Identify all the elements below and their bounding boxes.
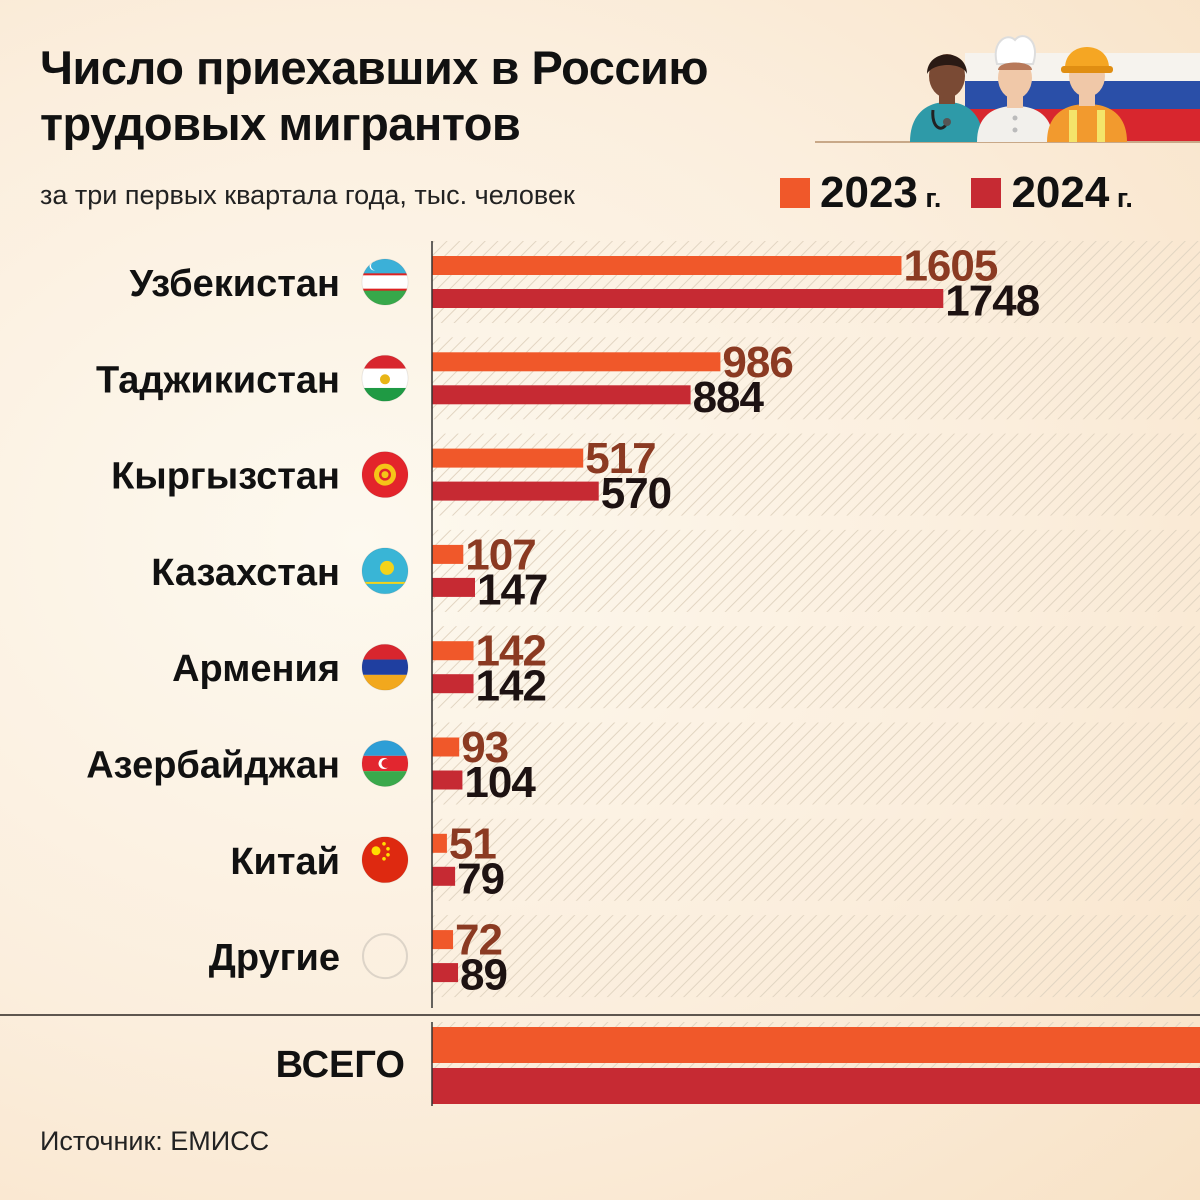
bar-2023-2 — [432, 448, 584, 468]
row-background-7 — [432, 915, 1200, 998]
bar-2023-5 — [432, 737, 460, 757]
kazakhstan-flag-icon — [361, 547, 409, 595]
category-label-2: Кыргызстан — [111, 456, 340, 498]
row-background-3 — [432, 529, 1200, 612]
legend-item-2023: 2023 г. — [780, 168, 941, 218]
china-flag-icon — [361, 836, 409, 884]
page-title: Число приехавших в Россию трудовых мигра… — [40, 41, 709, 150]
value-label-2023-7: 72 — [455, 916, 502, 965]
tajikistan-flag-icon — [361, 354, 409, 402]
legend-suffix-2023: г. — [917, 183, 942, 213]
legend-swatch-2024 — [971, 178, 1002, 208]
legend-label-2023: 2023 — [820, 168, 918, 217]
uzbekistan-flag-icon — [361, 258, 409, 306]
row-background-1 — [432, 337, 1200, 420]
row-background-2 — [432, 433, 1200, 516]
value-label-2023-0: 1605 — [903, 242, 997, 291]
others-icon — [362, 933, 408, 980]
bar-2023-1 — [432, 352, 721, 372]
workers-illustration — [815, 35, 1200, 143]
category-label-5: Азербайджан — [86, 745, 340, 787]
legend-label-2024: 2024 — [1011, 168, 1110, 217]
bar-2024-6 — [432, 866, 456, 886]
legend-suffix-2024: г. — [1109, 183, 1133, 213]
source-note: Источник: ЕМИСС — [40, 1126, 270, 1156]
value-label-2024-0: 1748 — [945, 277, 1039, 326]
row-background-0 — [432, 241, 1200, 323]
builder-icon — [1047, 47, 1127, 142]
category-label-3: Казахстан — [151, 552, 340, 594]
legend-item-2024: 2024 г. — [971, 168, 1133, 218]
category-label-0: Узбекистан — [129, 263, 340, 305]
row-background-5 — [432, 722, 1200, 805]
legend-swatch-2023 — [780, 178, 810, 208]
bar-2023-7 — [432, 930, 454, 950]
bar-2023-total — [432, 1027, 1200, 1063]
value-label-2024-1: 884 — [693, 373, 765, 422]
row-background-4 — [432, 626, 1200, 709]
total-label: ВСЕГО — [276, 1044, 405, 1086]
bar-2024-2 — [432, 481, 599, 501]
bar-2024-1 — [432, 385, 691, 405]
category-label-6: Китай — [230, 841, 340, 883]
nurse-icon — [910, 54, 983, 142]
bar-2023-6 — [432, 833, 447, 853]
azerbaijan-flag-icon — [361, 740, 409, 787]
bar-2024-5 — [432, 770, 463, 790]
bar-2024-4 — [432, 674, 474, 694]
category-label-4: Армения — [172, 648, 340, 690]
bar-2023-4 — [432, 641, 474, 661]
bar-2024-0 — [432, 289, 944, 308]
category-label-1: Таджикистан — [96, 359, 340, 401]
value-label-2023-5: 93 — [461, 723, 508, 772]
value-label-2024-3: 147 — [477, 565, 547, 614]
row-background-6 — [432, 818, 1200, 901]
bar-2024-3 — [432, 577, 475, 597]
chef-icon — [977, 35, 1053, 142]
value-label-2023-6: 51 — [449, 819, 496, 868]
bar-2024-total — [432, 1068, 1200, 1104]
value-label-2023-4: 142 — [476, 627, 546, 676]
bar-2023-0 — [432, 256, 902, 275]
value-label-2024-4: 142 — [476, 662, 546, 711]
bar-2024-7 — [432, 963, 459, 983]
value-label-2023-2: 517 — [585, 434, 655, 483]
value-label-2023-1: 986 — [722, 338, 792, 387]
armenia-flag-icon — [361, 643, 409, 691]
kyrgyzstan-flag-icon — [361, 451, 409, 499]
value-label-2024-2: 570 — [601, 469, 671, 518]
value-label-2024-5: 104 — [464, 758, 536, 807]
value-label-2024-6: 79 — [457, 854, 504, 903]
value-label-2024-7: 89 — [460, 951, 507, 1000]
bar-2023-3 — [432, 544, 464, 564]
value-label-2023-3: 107 — [465, 530, 535, 579]
chart-subtitle: за три первых квартала года, тыс. челове… — [40, 180, 575, 210]
category-label-7: Другие — [209, 937, 340, 979]
legend: 2023 г. 2024 г. — [780, 168, 1133, 218]
